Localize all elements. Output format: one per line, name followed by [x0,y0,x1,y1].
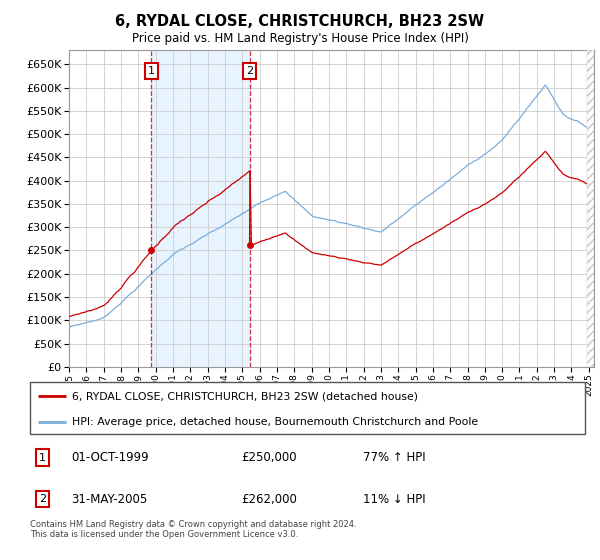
Text: HPI: Average price, detached house, Bournemouth Christchurch and Poole: HPI: Average price, detached house, Bour… [71,417,478,427]
Text: 6, RYDAL CLOSE, CHRISTCHURCH, BH23 2SW (detached house): 6, RYDAL CLOSE, CHRISTCHURCH, BH23 2SW (… [71,391,418,402]
Text: 1: 1 [39,452,46,463]
Text: 01-OCT-1999: 01-OCT-1999 [71,451,149,464]
Text: 2: 2 [38,494,46,505]
Text: 11% ↓ HPI: 11% ↓ HPI [363,493,425,506]
Text: Price paid vs. HM Land Registry's House Price Index (HPI): Price paid vs. HM Land Registry's House … [131,32,469,45]
Text: 77% ↑ HPI: 77% ↑ HPI [363,451,425,464]
Bar [151,50,250,367]
Text: 31-MAY-2005: 31-MAY-2005 [71,493,148,506]
Bar [587,50,594,367]
Text: 1: 1 [148,66,155,76]
Text: 6, RYDAL CLOSE, CHRISTCHURCH, BH23 2SW: 6, RYDAL CLOSE, CHRISTCHURCH, BH23 2SW [115,14,485,29]
FancyBboxPatch shape [30,382,585,434]
Text: Contains HM Land Registry data © Crown copyright and database right 2024.
This d: Contains HM Land Registry data © Crown c… [30,520,356,539]
Text: £250,000: £250,000 [241,451,296,464]
Text: £262,000: £262,000 [241,493,297,506]
Text: 2: 2 [246,66,253,76]
